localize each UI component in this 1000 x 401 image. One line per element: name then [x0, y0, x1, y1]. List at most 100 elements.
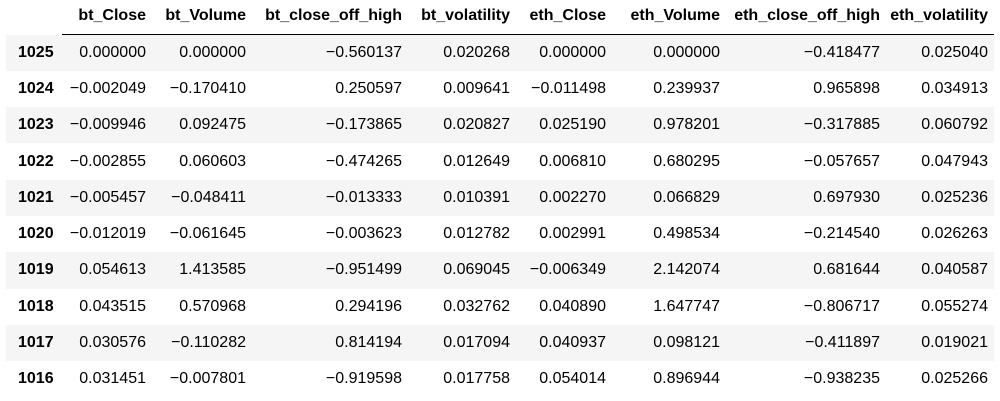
- table-cell: 0.896944: [653, 370, 720, 388]
- table-cell: −0.006349: [529, 261, 606, 279]
- index-header-corner: [6, 0, 62, 35]
- table-cell: −0.048411: [171, 188, 246, 206]
- table-cell: 0.570968: [179, 297, 246, 315]
- table-cell: −0.005457: [69, 188, 146, 206]
- table-cell: −0.173865: [325, 116, 402, 134]
- table-cell: −0.003623: [325, 225, 402, 243]
- table-cell: 0.965898: [813, 79, 880, 97]
- table-cell: −0.806717: [803, 297, 880, 315]
- row-index: 1019: [18, 261, 54, 279]
- column-header: eth_volatility: [886, 0, 994, 35]
- table-row: 1023 −0.009946 0.092475 −0.173865 0.020827 0.…: [6, 107, 994, 144]
- row-index: 1022: [18, 152, 54, 170]
- table-row: 1024 −0.002049 −0.170410 0.250597 0.009641 −0…: [6, 70, 994, 108]
- row-index: 1020: [18, 225, 54, 243]
- table-cell: −0.110282: [171, 334, 246, 352]
- table-cell: −0.951499: [325, 261, 402, 279]
- table-row: 1025 0.000000 0.000000 −0.560137 0.020268 0.0…: [6, 34, 994, 71]
- table-cell: 0.092475: [179, 116, 246, 134]
- table-header: bt_Close bt_Volume bt_close_off_high bt_…: [6, 0, 994, 35]
- table-cell: −0.013333: [325, 188, 402, 206]
- table-cell: 0.066829: [653, 188, 720, 206]
- table-cell: 0.025040: [921, 43, 988, 61]
- table-row: 1020 −0.012019 −0.061645 −0.003623 0.012782 0…: [6, 215, 994, 253]
- table-cell: 0.055274: [921, 297, 988, 315]
- table-cell: −0.418477: [803, 43, 880, 61]
- table-cell: 0.040890: [539, 297, 606, 315]
- table-cell: 1.413585: [179, 261, 246, 279]
- table-cell: 0.498534: [653, 225, 720, 243]
- table-row: 1016 0.031451 −0.007801 −0.919598 0.017758 0.…: [6, 361, 994, 398]
- header-row: bt_Close bt_Volume bt_close_off_high bt_…: [6, 0, 994, 35]
- dataframe-table: bt_Close bt_Volume bt_close_off_high bt_…: [6, 0, 994, 398]
- table-cell: 0.098121: [653, 334, 720, 352]
- row-index: 1016: [18, 370, 54, 388]
- table-cell: 0.012649: [443, 152, 510, 170]
- table-cell: −0.474265: [325, 152, 402, 170]
- table-cell: 0.060603: [179, 152, 246, 170]
- table-row: 1021 −0.005457 −0.048411 −0.013333 0.010391 0…: [6, 179, 994, 216]
- table-cell: 0.043515: [79, 297, 146, 315]
- table-row: 1019 0.054613 1.413585 −0.951499 0.069045 −0.…: [6, 252, 994, 289]
- row-index: 1025: [18, 43, 54, 61]
- table-cell: 0.054014: [539, 370, 606, 388]
- table-cell: 0.019021: [921, 334, 988, 352]
- table-cell: 0.032762: [443, 297, 510, 315]
- table-cell: −0.560137: [325, 43, 402, 61]
- row-index: 1021: [18, 188, 54, 206]
- table-cell: 0.025236: [921, 188, 988, 206]
- table-body: 1025 0.000000 0.000000 −0.560137 0.020268 0.0…: [6, 34, 994, 398]
- row-index: 1017: [18, 334, 54, 352]
- table-cell: 0.002991: [539, 225, 606, 243]
- table-cell: 0.012782: [443, 225, 510, 243]
- table-cell: −0.938235: [803, 370, 880, 388]
- table-cell: −0.057657: [803, 152, 880, 170]
- table-cell: −0.214540: [803, 225, 880, 243]
- table-cell: −0.002049: [69, 79, 146, 97]
- column-header: bt_volatility: [408, 0, 516, 35]
- table-cell: −0.317885: [803, 116, 880, 134]
- table-cell: 0.250597: [335, 79, 402, 97]
- column-header: eth_close_off_high: [726, 0, 886, 35]
- column-header: bt_Volume: [152, 0, 252, 35]
- table-cell: −0.011498: [531, 79, 606, 97]
- table-cell: 0.040937: [539, 334, 606, 352]
- table-cell: 0.814194: [335, 334, 402, 352]
- table-cell: 0.030576: [79, 334, 146, 352]
- row-index: 1023: [18, 116, 54, 134]
- table-cell: 0.047943: [921, 152, 988, 170]
- table-cell: 0.020827: [443, 116, 510, 134]
- table-cell: −0.919598: [325, 370, 402, 388]
- table-cell: 0.239937: [653, 79, 720, 97]
- table-cell: 0.069045: [443, 261, 510, 279]
- table-cell: 0.000000: [79, 43, 146, 61]
- table-cell: 0.010391: [443, 188, 510, 206]
- column-header: eth_Close: [516, 0, 612, 35]
- table-cell: −0.007801: [169, 370, 246, 388]
- table-cell: 0.000000: [653, 43, 720, 61]
- table-cell: 0.025190: [539, 116, 606, 134]
- table-cell: −0.002855: [69, 152, 146, 170]
- table-row: 1022 −0.002855 0.060603 −0.474265 0.012649 0.…: [6, 143, 994, 180]
- table-row: 1017 0.030576 −0.110282 0.814194 0.017094 0.0…: [6, 324, 994, 362]
- table-cell: −0.012019: [69, 225, 146, 243]
- table-cell: −0.061645: [169, 225, 246, 243]
- table-cell: 0.681644: [813, 261, 880, 279]
- table-cell: 0.294196: [335, 297, 402, 315]
- table-cell: 0.680295: [653, 152, 720, 170]
- table-cell: 0.054613: [79, 261, 146, 279]
- table-cell: 0.017758: [443, 370, 510, 388]
- table-cell: 0.009641: [443, 79, 510, 97]
- table-cell: 0.000000: [539, 43, 606, 61]
- column-header: eth_Volume: [612, 0, 726, 35]
- table-cell: 0.002270: [539, 188, 606, 206]
- table-cell: −0.009946: [69, 116, 146, 134]
- table-cell: 0.034913: [921, 79, 988, 97]
- table-cell: 0.697930: [813, 188, 880, 206]
- table-cell: 0.031451: [79, 370, 146, 388]
- table-cell: 0.060792: [921, 116, 988, 134]
- column-header: bt_close_off_high: [252, 0, 408, 35]
- table-cell: 0.017094: [443, 334, 510, 352]
- table-cell: −0.411897: [805, 334, 880, 352]
